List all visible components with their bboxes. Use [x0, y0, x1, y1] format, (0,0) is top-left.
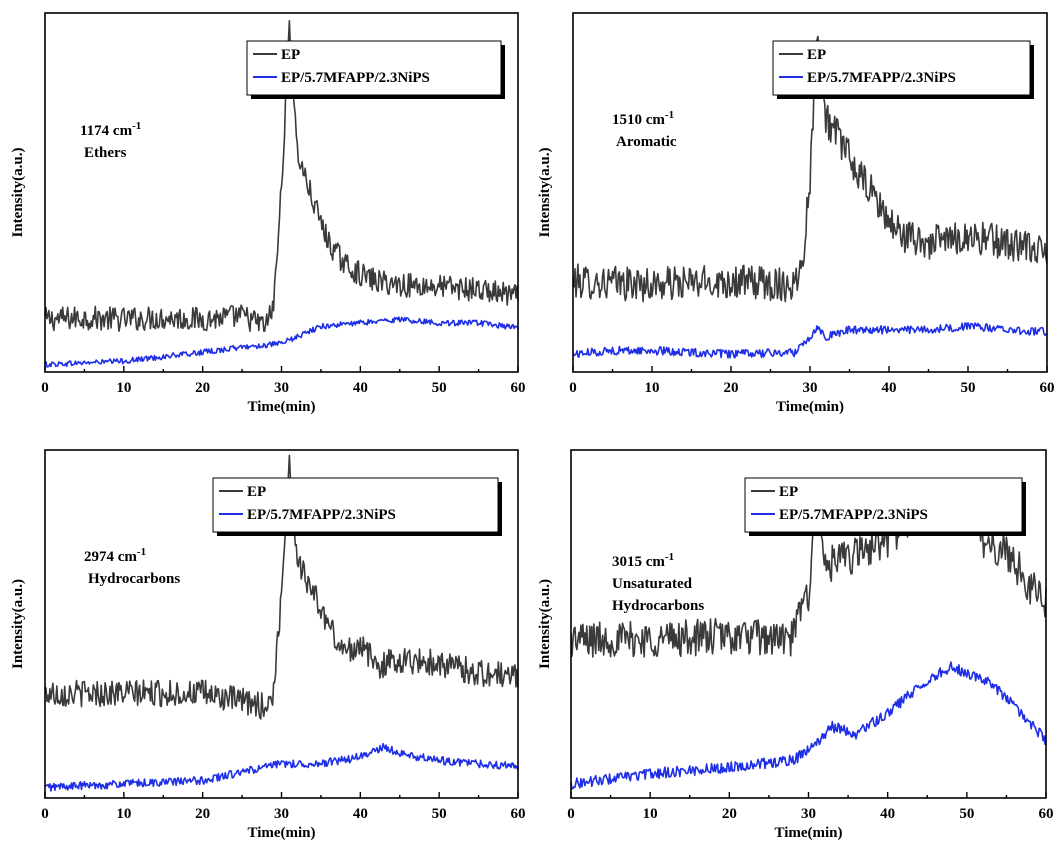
x-tick-label: 10 — [116, 806, 131, 822]
chart-panel-3: 0 10 20 30 40 50 60 Time(min) Intensity(a.u.) 297… — [10, 449, 526, 841]
legend-label: EP — [247, 484, 266, 500]
annotation-wavenumber: 1510 cm-1 — [612, 109, 674, 128]
annotation-superscript: -1 — [137, 546, 146, 558]
legend-label: EP — [807, 47, 826, 63]
y-axis-label: Intensity(a.u.) — [537, 579, 553, 669]
annotation-superscript: -1 — [132, 120, 141, 132]
series-line-ep-mfapp-nips — [44, 316, 519, 368]
annotation-superscript: -1 — [665, 551, 674, 563]
series-line-ep-mfapp-nips — [44, 742, 519, 792]
legend-label: EP/5.7MFAPP/2.3NiPS — [807, 70, 956, 86]
legend-box — [246, 40, 502, 96]
legend-label: EP/5.7MFAPP/2.3NiPS — [247, 507, 396, 523]
series-line-ep — [44, 454, 519, 720]
x-tick-label: 40 — [880, 806, 895, 822]
series-line-ep-mfapp-nips — [570, 661, 1047, 790]
x-tick-label: 10 — [645, 380, 660, 396]
legend-box — [772, 40, 1031, 96]
x-tick-label: 50 — [959, 806, 974, 822]
x-tick-label: 30 — [274, 806, 289, 822]
annotation-label: Ethers — [84, 145, 127, 161]
series-line-ep — [44, 20, 519, 332]
x-tick-label: 60 — [511, 806, 526, 822]
x-tick-label: 60 — [1040, 380, 1055, 396]
x-tick-label: 20 — [724, 380, 739, 396]
annotation-label: Hydrocarbons — [612, 598, 704, 614]
x-tick-label: 50 — [961, 380, 976, 396]
annotation-label: Unsaturated — [612, 576, 693, 592]
x-tick-label: 30 — [803, 380, 818, 396]
series-line-ep — [572, 35, 1048, 303]
x-tick-label: 0 — [569, 380, 577, 396]
x-tick-label: 20 — [195, 806, 210, 822]
chart-panel-4: 0 10 20 30 40 50 60 Time(min) Intensity(a.u.) 301… — [537, 449, 1054, 841]
legend-label: EP — [779, 484, 798, 500]
x-tick-label: 0 — [41, 806, 49, 822]
x-axis-label: Time(min) — [247, 399, 315, 415]
x-tick-label: 40 — [882, 380, 897, 396]
x-tick-label: 0 — [41, 380, 49, 396]
x-tick-label: 40 — [353, 806, 368, 822]
x-tick-label: 40 — [353, 380, 368, 396]
annotation-wavenumber: 3015 cm-1 — [612, 551, 674, 570]
series-line-ep-mfapp-nips — [572, 322, 1048, 359]
legend-box — [744, 477, 1023, 533]
legend-label: EP — [281, 47, 300, 63]
annotation-wavenumber: 1174 cm-1 — [80, 120, 141, 139]
y-axis-label: Intensity(a.u.) — [10, 147, 26, 237]
x-tick-label: 50 — [432, 380, 447, 396]
annotation-wavenumber: 2974 cm-1 — [84, 546, 146, 565]
x-tick-label: 30 — [801, 806, 816, 822]
x-tick-label: 0 — [567, 806, 575, 822]
chart-panel-2: 0 10 20 30 40 50 60 Time(min) Intensity(a.u.) 151… — [537, 12, 1055, 415]
x-tick-label: 60 — [1039, 806, 1054, 822]
annotation-label: Aromatic — [616, 134, 677, 150]
annotation-superscript: -1 — [665, 109, 674, 121]
x-tick-label: 20 — [722, 806, 737, 822]
x-tick-label: 20 — [195, 380, 210, 396]
x-tick-label: 60 — [511, 380, 526, 396]
legend-label: EP/5.7MFAPP/2.3NiPS — [281, 70, 430, 86]
chart-panel-1: 0 10 20 30 40 50 60 Time(min) Intensity(a.u.) 117… — [10, 12, 526, 415]
y-axis-label: Intensity(a.u.) — [10, 579, 26, 669]
x-tick-label: 10 — [643, 806, 658, 822]
y-axis-label: Intensity(a.u.) — [537, 147, 553, 237]
x-axis-label: Time(min) — [776, 399, 844, 415]
x-axis-label: Time(min) — [247, 825, 315, 841]
x-tick-label: 30 — [274, 380, 289, 396]
x-tick-label: 50 — [432, 806, 447, 822]
legend-label: EP/5.7MFAPP/2.3NiPS — [779, 507, 928, 523]
annotation-label: Hydrocarbons — [88, 571, 180, 587]
x-axis-label: Time(min) — [774, 825, 842, 841]
legend-box — [212, 477, 499, 533]
x-tick-label: 10 — [116, 380, 131, 396]
